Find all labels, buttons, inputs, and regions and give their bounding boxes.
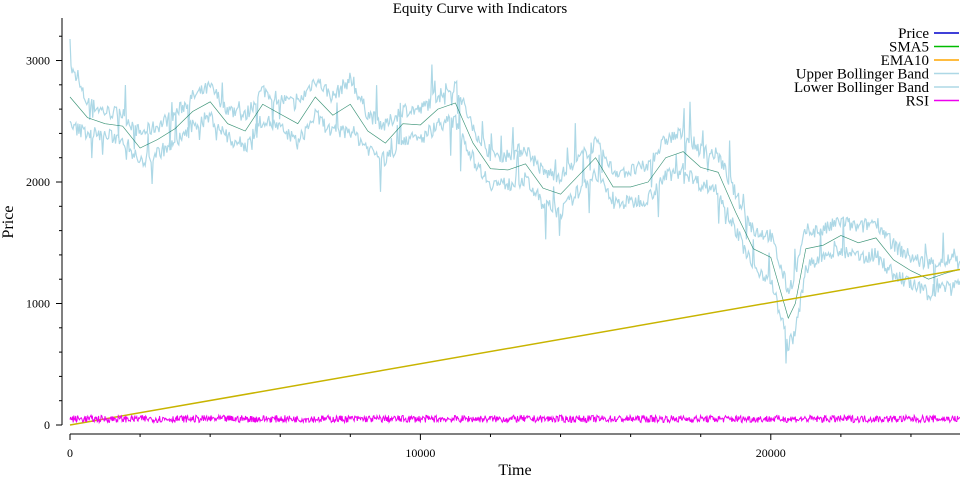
y-axis-label: Price xyxy=(0,206,17,239)
legend-label: RSI xyxy=(906,94,929,110)
y-tick-label: 2000 xyxy=(26,175,50,189)
legend-label: EMA10 xyxy=(881,53,929,69)
series-sma5-line xyxy=(69,96,960,319)
series-upper-bollinger-line xyxy=(69,38,960,295)
axes: 0 1000 2000 3000 0 10000 20000 xyxy=(26,18,960,460)
legend-label: Price xyxy=(898,26,929,42)
series-ema10-line xyxy=(69,268,960,426)
y-tick-label: 0 xyxy=(44,418,50,432)
plot-area xyxy=(69,38,960,426)
y-tick-label: 1000 xyxy=(26,297,50,311)
chart-title: Equity Curve with Indicators xyxy=(393,1,568,17)
series-lower-bollinger-line xyxy=(69,99,960,364)
legend-label: SMA5 xyxy=(889,40,929,56)
legend-label: Lower Bollinger Band xyxy=(794,80,929,96)
series-price-line xyxy=(69,96,960,319)
x-tick-label: 0 xyxy=(67,446,73,460)
x-axis-label: Time xyxy=(498,462,531,479)
legend-label: Upper Bollinger Band xyxy=(796,67,930,83)
series-rsi-line xyxy=(69,413,960,425)
y-tick-label: 3000 xyxy=(26,54,50,68)
x-tick-label: 10000 xyxy=(405,446,435,460)
x-tick-label: 20000 xyxy=(756,446,786,460)
